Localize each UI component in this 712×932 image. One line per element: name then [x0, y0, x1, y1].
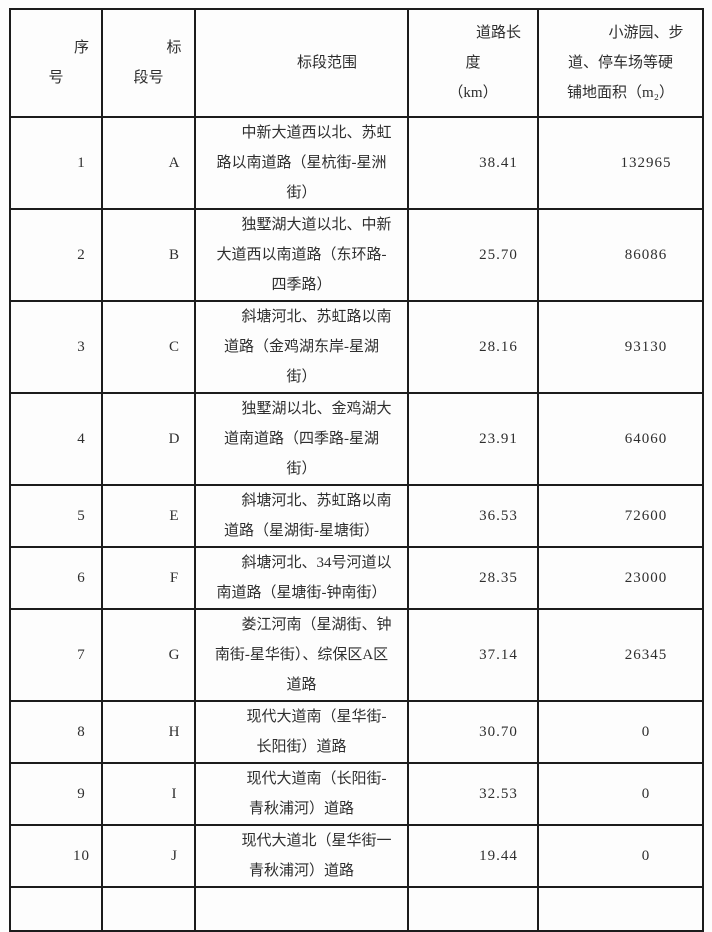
table-row: 5 E 斜塘河北、苏虹路以南 道路（星湖街-星塘街） 36.53 72600 — [9, 484, 704, 548]
table-row: 1 A 中新大道西以北、苏虹 路以南道路（星杭街-星洲 街） 38.41 132… — [9, 116, 704, 210]
document-page: { "table": { "columns": [ { "id": "seq",… — [0, 8, 712, 932]
section-cell: F — [101, 546, 196, 610]
scope-cell: 斜塘河北、苏虹路以南 道路（金鸡湖东岸-星湖 街） — [194, 300, 409, 394]
scope-cell: 斜塘河北、苏虹路以南 道路（星湖街-星塘街） — [194, 484, 409, 548]
section-cell: E — [101, 484, 196, 548]
area-cell: 0 — [537, 824, 704, 888]
table-row: 6 F 斜塘河北、34号河道以 南道路（星塘街-钟南街） 28.35 23000 — [9, 546, 704, 610]
length-cell: 28.35 — [407, 546, 539, 610]
section-cell: D — [101, 392, 196, 486]
seq-cell: 3 — [9, 300, 103, 394]
seq-cell: 9 — [9, 762, 103, 826]
empty-cell — [407, 886, 539, 932]
seq-cell: 4 — [9, 392, 103, 486]
scope-cell: 中新大道西以北、苏虹 路以南道路（星杭街-星洲 街） — [194, 116, 409, 210]
length-cell: 19.44 — [407, 824, 539, 888]
section-cell: I — [101, 762, 196, 826]
scope-cell: 现代大道南（长阳街- 青秋浦河）道路 — [194, 762, 409, 826]
length-cell: 30.70 — [407, 700, 539, 764]
section-cell: B — [101, 208, 196, 302]
area-cell: 23000 — [537, 546, 704, 610]
length-cell: 32.53 — [407, 762, 539, 826]
scope-cell: 现代大道南（星华街- 长阳街）道路 — [194, 700, 409, 764]
table-row: 7 G 娄江河南（星湖街、钟 南街-星华街）、综保区A区 道路 37.14 26… — [9, 608, 704, 702]
area-cell: 64060 — [537, 392, 704, 486]
seq-cell: 2 — [9, 208, 103, 302]
length-cell: 28.16 — [407, 300, 539, 394]
scope-cell: 独墅湖大道以北、中新 大道西以南道路（东环路- 四季路） — [194, 208, 409, 302]
area-cell: 0 — [537, 762, 704, 826]
seq-cell: 6 — [9, 546, 103, 610]
empty-cell — [537, 886, 704, 932]
seq-cell: 1 — [9, 116, 103, 210]
table-row: 4 D 独墅湖以北、金鸡湖大 道南道路（四季路-星湖 街） 23.91 6406… — [9, 392, 704, 486]
table-row: 3 C 斜塘河北、苏虹路以南 道路（金鸡湖东岸-星湖 街） 28.16 9313… — [9, 300, 704, 394]
seq-cell: 10 — [9, 824, 103, 888]
empty-cell — [101, 886, 196, 932]
scope-cell: 独墅湖以北、金鸡湖大 道南道路（四季路-星湖 街） — [194, 392, 409, 486]
area-cell: 26345 — [537, 608, 704, 702]
length-cell: 38.41 — [407, 116, 539, 210]
col-header-scope: 标段范围 — [194, 8, 409, 118]
road-sections-table: 序 号 标 段号 标段范围 道路长 度 （km） 小游园、步 道、停车场等硬 铺… — [9, 8, 704, 932]
table-header: 序 号 标 段号 标段范围 道路长 度 （km） 小游园、步 道、停车场等硬 铺… — [9, 8, 704, 118]
table-row: 2 B 独墅湖大道以北、中新 大道西以南道路（东环路- 四季路） 25.70 8… — [9, 208, 704, 302]
empty-cell — [9, 886, 103, 932]
empty-cell — [194, 886, 409, 932]
section-cell: A — [101, 116, 196, 210]
section-cell: G — [101, 608, 196, 702]
partial-row — [9, 886, 704, 932]
scope-cell: 娄江河南（星湖街、钟 南街-星华街）、综保区A区 道路 — [194, 608, 409, 702]
section-cell: C — [101, 300, 196, 394]
area-cell: 132965 — [537, 116, 704, 210]
area-cell: 86086 — [537, 208, 704, 302]
area-cell: 0 — [537, 700, 704, 764]
col-header-length: 道路长 度 （km） — [407, 8, 539, 118]
seq-cell: 7 — [9, 608, 103, 702]
length-cell: 37.14 — [407, 608, 539, 702]
area-cell: 72600 — [537, 484, 704, 548]
col-header-seq: 序 号 — [9, 8, 103, 118]
table-row: 9 I 现代大道南（长阳街- 青秋浦河）道路 32.53 0 — [9, 762, 704, 826]
scope-cell: 斜塘河北、34号河道以 南道路（星塘街-钟南街） — [194, 546, 409, 610]
section-cell: J — [101, 824, 196, 888]
area-cell: 93130 — [537, 300, 704, 394]
seq-cell: 8 — [9, 700, 103, 764]
table-row: 10 J 现代大道北（星华街一 青秋浦河）道路 19.44 0 — [9, 824, 704, 888]
col-header-section: 标 段号 — [101, 8, 196, 118]
seq-cell: 5 — [9, 484, 103, 548]
length-cell: 36.53 — [407, 484, 539, 548]
length-cell: 23.91 — [407, 392, 539, 486]
table-row: 8 H 现代大道南（星华街- 长阳街）道路 30.70 0 — [9, 700, 704, 764]
length-cell: 25.70 — [407, 208, 539, 302]
section-cell: H — [101, 700, 196, 764]
table-body: 1 A 中新大道西以北、苏虹 路以南道路（星杭街-星洲 街） 38.41 132… — [9, 116, 704, 932]
header-row: 序 号 标 段号 标段范围 道路长 度 （km） 小游园、步 道、停车场等硬 铺… — [9, 8, 704, 118]
col-header-area: 小游园、步 道、停车场等硬 铺地面积（m₂） — [537, 8, 704, 118]
scope-cell: 现代大道北（星华街一 青秋浦河）道路 — [194, 824, 409, 888]
